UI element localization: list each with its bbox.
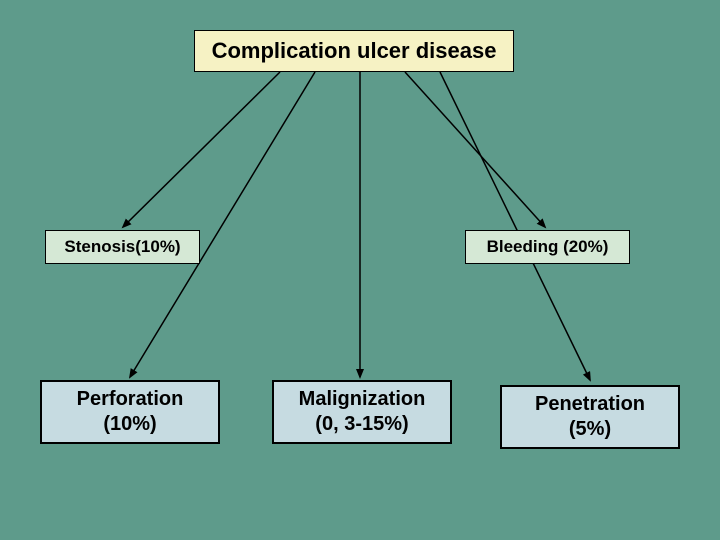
node-stenosis-label: Stenosis(10%) xyxy=(64,236,180,257)
node-penetration-label: Penetration (5%) xyxy=(535,392,645,442)
node-perforation: Perforation (10%) xyxy=(40,380,220,444)
arrows-layer xyxy=(0,0,720,540)
node-stenosis: Stenosis(10%) xyxy=(45,230,200,264)
node-bleeding-label: Bleeding (20%) xyxy=(487,236,609,257)
node-perforation-label: Perforation (10%) xyxy=(77,387,184,437)
node-bleeding: Bleeding (20%) xyxy=(465,230,630,264)
node-malignization: Malignization (0, 3-15%) xyxy=(272,380,452,444)
title-text: Complication ulcer disease xyxy=(212,37,497,65)
node-malignization-label: Malignization (0, 3-15%) xyxy=(299,387,426,437)
title-box: Complication ulcer disease xyxy=(194,30,514,72)
node-penetration: Penetration (5%) xyxy=(500,385,680,449)
diagram-canvas: Complication ulcer disease Stenosis(10%)… xyxy=(0,0,720,540)
